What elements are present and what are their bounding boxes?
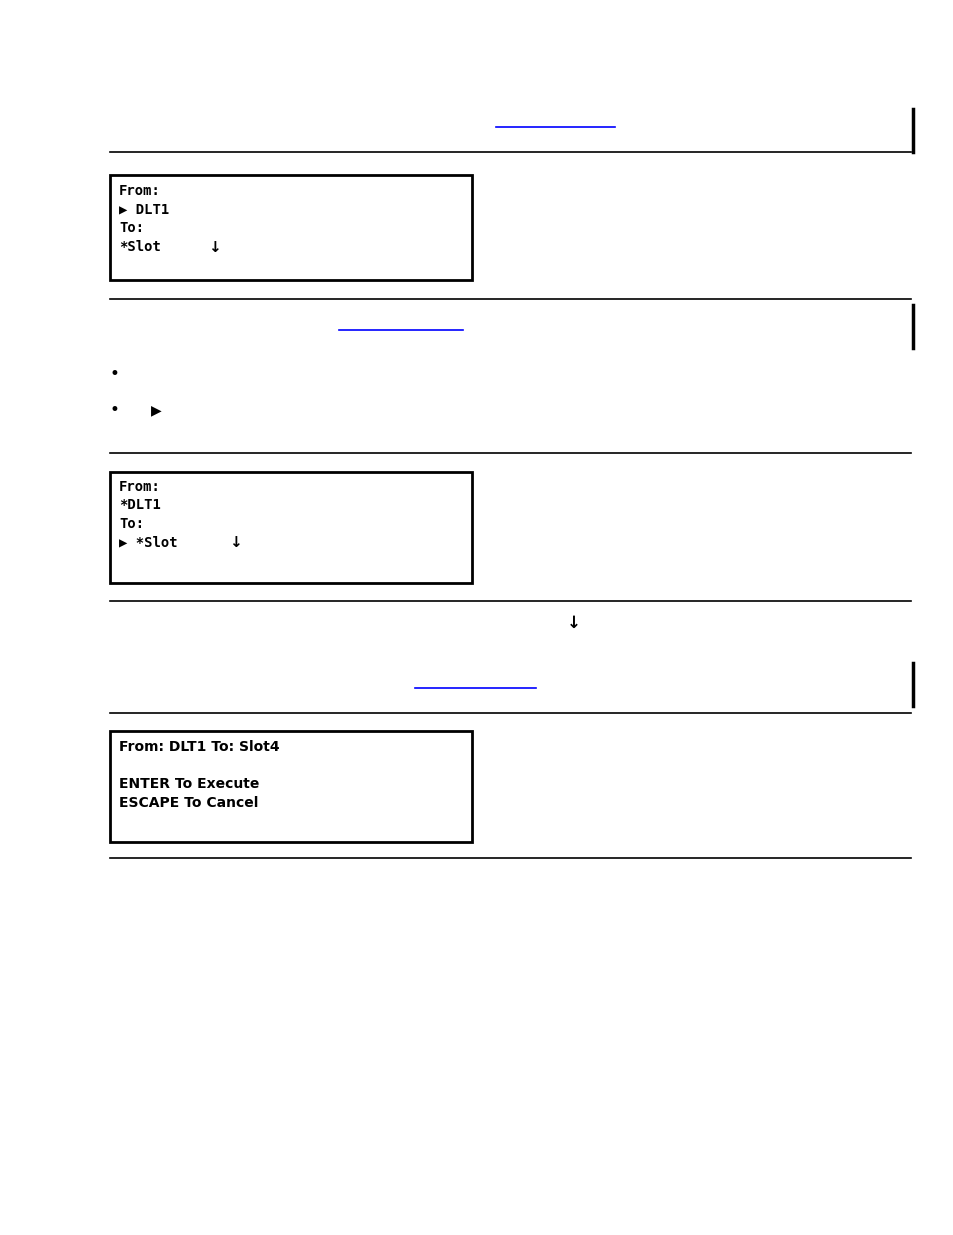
- Text: To:: To:: [119, 221, 144, 236]
- Text: To:: To:: [119, 516, 144, 531]
- Text: ENTER To Execute: ENTER To Execute: [119, 777, 259, 792]
- Text: ↓: ↓: [566, 614, 580, 631]
- Text: ▶ DLT1: ▶ DLT1: [119, 203, 170, 217]
- FancyBboxPatch shape: [110, 175, 472, 280]
- Text: ▶: ▶: [151, 403, 161, 417]
- Text: From:: From:: [119, 184, 161, 199]
- Text: ↓: ↓: [229, 535, 241, 550]
- Text: From:: From:: [119, 479, 161, 494]
- Text: •: •: [110, 366, 119, 383]
- Text: ESCAPE To Cancel: ESCAPE To Cancel: [119, 795, 258, 810]
- Text: ▶ *Slot: ▶ *Slot: [119, 535, 177, 550]
- Text: *DLT1: *DLT1: [119, 498, 161, 513]
- Text: ↓: ↓: [208, 240, 220, 254]
- FancyBboxPatch shape: [110, 731, 472, 842]
- Text: •: •: [110, 401, 119, 419]
- Text: *Slot: *Slot: [119, 240, 161, 254]
- FancyBboxPatch shape: [110, 472, 472, 583]
- Text: From: DLT1 To: Slot4: From: DLT1 To: Slot4: [119, 740, 279, 755]
